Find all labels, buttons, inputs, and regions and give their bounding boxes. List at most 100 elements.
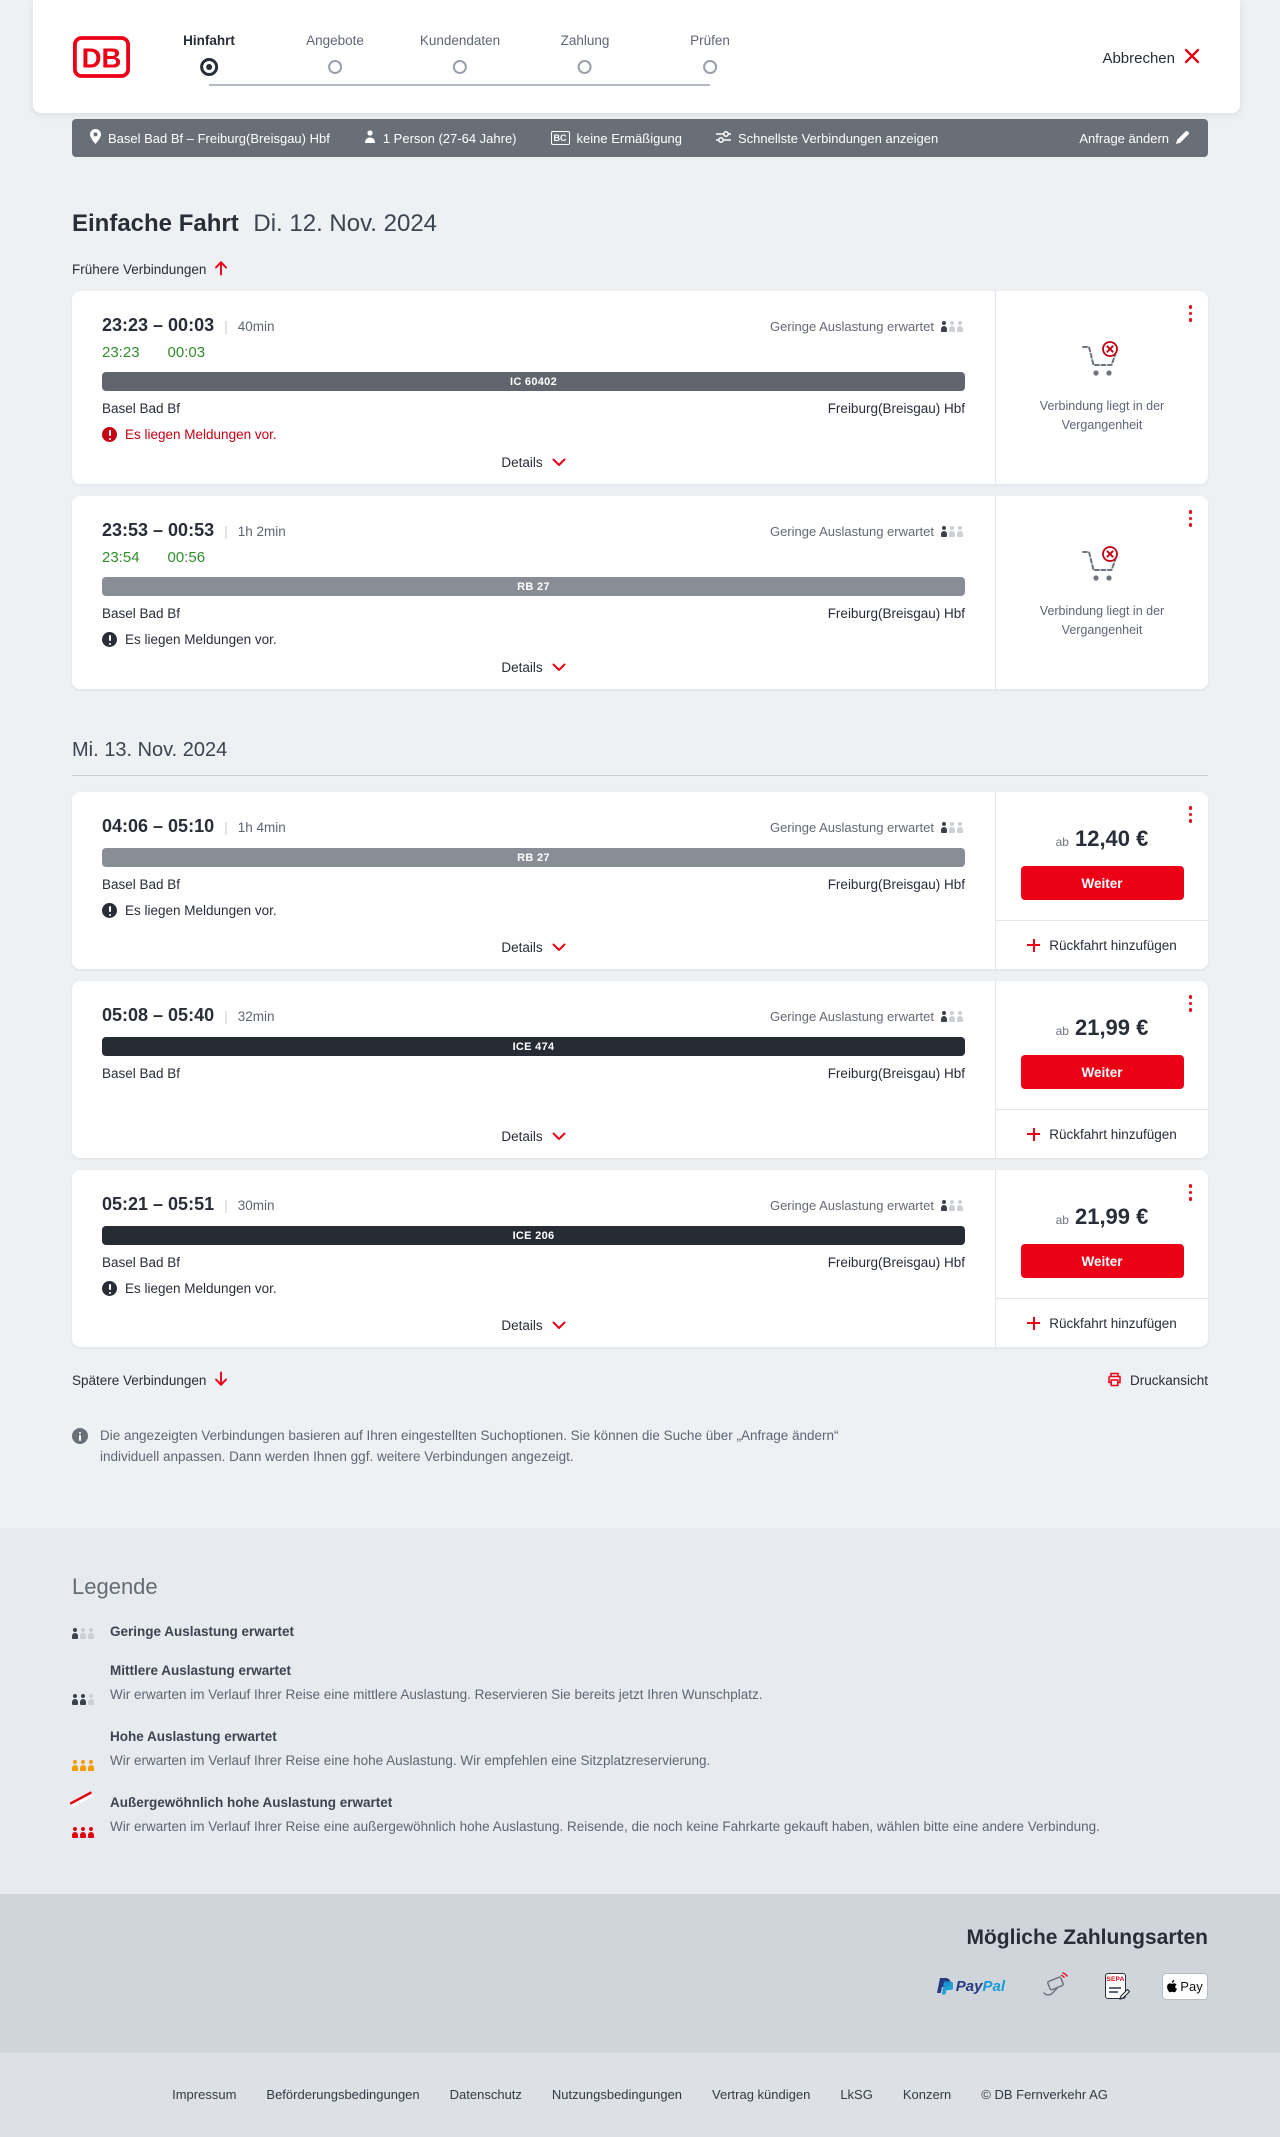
realtime-times: 23:54 00:56 (102, 549, 206, 566)
train-segment-bar: IC 60402 (102, 372, 965, 391)
card-menu-button[interactable] (1187, 303, 1195, 324)
legend-title: Legende (72, 1573, 158, 1599)
card-menu-button[interactable] (1187, 508, 1195, 529)
step-zahlung[interactable]: Zahlung (561, 33, 609, 77)
details-toggle[interactable]: Details (501, 443, 566, 470)
connection-message: Es liegen Meldungen vor. (102, 631, 965, 648)
add-return-trip-button[interactable]: Rückfahrt hinzufügen (996, 1299, 1208, 1347)
departure-station: Basel Bad Bf (102, 1066, 181, 1081)
footer-link-datenschutz[interactable]: Datenschutz (449, 2087, 522, 2103)
print-view-link[interactable]: Druckansicht (1107, 1372, 1208, 1390)
copyright: © DB Fernverkehr AG (981, 2087, 1108, 2103)
train-segment-bar: RB 27 (102, 848, 965, 867)
pencil-icon (1176, 130, 1190, 147)
chevron-down-icon (552, 660, 566, 675)
earlier-connections-link[interactable]: Frühere Verbindungen (72, 260, 228, 279)
sliders-icon (716, 130, 732, 146)
occupancy-indicator: Geringe Auslastung erwartet (770, 319, 965, 334)
add-return-trip-button[interactable]: Rückfahrt hinzufügen (996, 921, 1208, 969)
card-menu-button[interactable] (1187, 1182, 1195, 1203)
plus-icon (1027, 1316, 1041, 1330)
plus-icon (1027, 1127, 1041, 1141)
later-connections-link[interactable]: Spätere Verbindungen (72, 1371, 228, 1390)
info-icon (72, 1428, 88, 1444)
occupancy-low-icon (72, 1624, 98, 1639)
step-dot (452, 60, 467, 74)
footer-link-vertrag-kuendigen[interactable]: Vertrag kündigen (712, 2087, 811, 2103)
step-angebote[interactable]: Angebote (306, 33, 364, 77)
card-menu-button[interactable] (1187, 993, 1195, 1014)
step-hinfahrt[interactable]: Hinfahrt (183, 33, 235, 77)
footer-link-befoerderungsbedingungen[interactable]: Beförderungsbedingungen (266, 2087, 420, 2103)
connection-times: 23:53 – 00:53 (102, 520, 215, 540)
details-toggle[interactable]: Details (501, 1117, 566, 1144)
connection-duration: 1h 2min (237, 524, 286, 539)
chevron-down-icon (552, 1129, 566, 1144)
arrival-station: Freiburg(Breisgau) Hbf (827, 606, 965, 621)
departure-station: Basel Bad Bf (102, 877, 181, 892)
card-menu-button[interactable] (1187, 804, 1195, 825)
weiter-button[interactable]: Weiter (1020, 1244, 1184, 1278)
step-kundendaten[interactable]: Kundendaten (420, 33, 500, 77)
connection-card: 23:23 – 00:03 | 40min Geringe Auslastung… (72, 291, 1208, 484)
price-value: 12,40 € (1074, 826, 1149, 851)
arrow-down-icon (214, 1371, 228, 1390)
departure-station: Basel Bad Bf (102, 1255, 181, 1270)
price-panel: ab 21,99 € Weiter (996, 1170, 1208, 1299)
occupancy-low-icon (941, 321, 965, 332)
train-segment-bar: ICE 474 (102, 1037, 965, 1056)
connection-times: 05:08 – 05:40 (102, 1005, 215, 1025)
arrival-station: Freiburg(Breisgau) Hbf (827, 877, 965, 892)
cancel-button[interactable]: Abbrechen (1102, 48, 1200, 69)
details-toggle[interactable]: Details (501, 928, 566, 955)
chevron-down-icon (552, 1318, 566, 1333)
occupancy-low-icon (941, 526, 965, 537)
departure-station: Basel Bad Bf (102, 401, 181, 416)
payments-title: Mögliche Zahlungsarten (966, 1925, 1208, 1949)
footer-link-konzern[interactable]: Konzern (902, 2087, 952, 2103)
arrival-station: Freiburg(Breisgau) Hbf (827, 401, 965, 416)
sepa-icon: SEPA (1105, 1973, 1131, 2000)
page-title-date: Di. 12. Nov. 2024 (253, 210, 438, 237)
main-area: DB Hinfahrt Angebote Kundendaten Zahlung… (33, 0, 1240, 1464)
price-panel: ab 12,40 € Weiter (996, 792, 1208, 921)
step-dot (328, 60, 342, 74)
connection-message: Es liegen Meldungen vor. (102, 1280, 965, 1297)
weiter-button[interactable]: Weiter (1020, 1055, 1184, 1089)
edit-request-button[interactable]: Anfrage ändern (1079, 130, 1190, 147)
footer-link-nutzungsbedingungen[interactable]: Nutzungsbedingungen (551, 2087, 683, 2103)
weiter-button[interactable]: Weiter (1020, 866, 1184, 900)
past-connection-text: Verbindung liegt in der Vergangenheit (1039, 603, 1165, 637)
stepper-line (209, 84, 710, 86)
step-pruefen[interactable]: Prüfen (690, 33, 730, 77)
occupancy-indicator: Geringe Auslastung erwartet (770, 820, 965, 835)
legend-item-medium: Mittlere Auslastung erwartet Wir erwarte… (72, 1663, 1208, 1706)
occupancy-low-icon (941, 1200, 965, 1211)
details-toggle[interactable]: Details (501, 1306, 566, 1333)
price-prefix: ab (1055, 1024, 1069, 1038)
add-return-trip-button[interactable]: Rückfahrt hinzufügen (996, 1110, 1208, 1158)
connection-card: 23:53 – 00:53 | 1h 2min Geringe Auslastu… (72, 496, 1208, 689)
footer-link-impressum[interactable]: Impressum (172, 2087, 237, 2103)
warning-icon (102, 427, 117, 442)
past-connection-text: Verbindung liegt in der Vergangenheit (1039, 398, 1165, 432)
plus-icon (1027, 938, 1041, 952)
route-summary: Basel Bad Bf – Freiburg(Breisgau) Hbf (90, 129, 330, 147)
footer-link-lksg[interactable]: LkSG (840, 2087, 873, 2103)
fastest-connections-toggle[interactable]: Schnellste Verbindungen anzeigen (716, 131, 938, 146)
legend-item-high: Hohe Auslastung erwartet Wir erwarten im… (72, 1729, 1208, 1772)
page-title-row: Einfache Fahrt Di. 12. Nov. 2024 (72, 210, 1208, 238)
train-segment-bar: RB 27 (102, 577, 965, 596)
past-connection-panel: Verbindung liegt in der Vergangenheit (996, 496, 1208, 689)
day-header: Mi. 13. Nov. 2024 (72, 739, 1208, 776)
connection-card: 05:08 – 05:40 | 32min Geringe Auslastung… (72, 981, 1208, 1158)
arrival-station: Freiburg(Breisgau) Hbf (827, 1066, 965, 1081)
details-toggle[interactable]: Details (501, 648, 566, 675)
connection-times: 04:06 – 05:10 (102, 816, 215, 836)
train-segment-bar: ICE 206 (102, 1226, 965, 1245)
occupancy-indicator: Geringe Auslastung erwartet (770, 524, 965, 539)
connection-times: 05:21 – 05:51 (102, 1194, 215, 1214)
connection-duration: 1h 4min (237, 820, 286, 835)
price-prefix: ab (1055, 835, 1069, 849)
price-value: 21,99 € (1074, 1015, 1149, 1040)
